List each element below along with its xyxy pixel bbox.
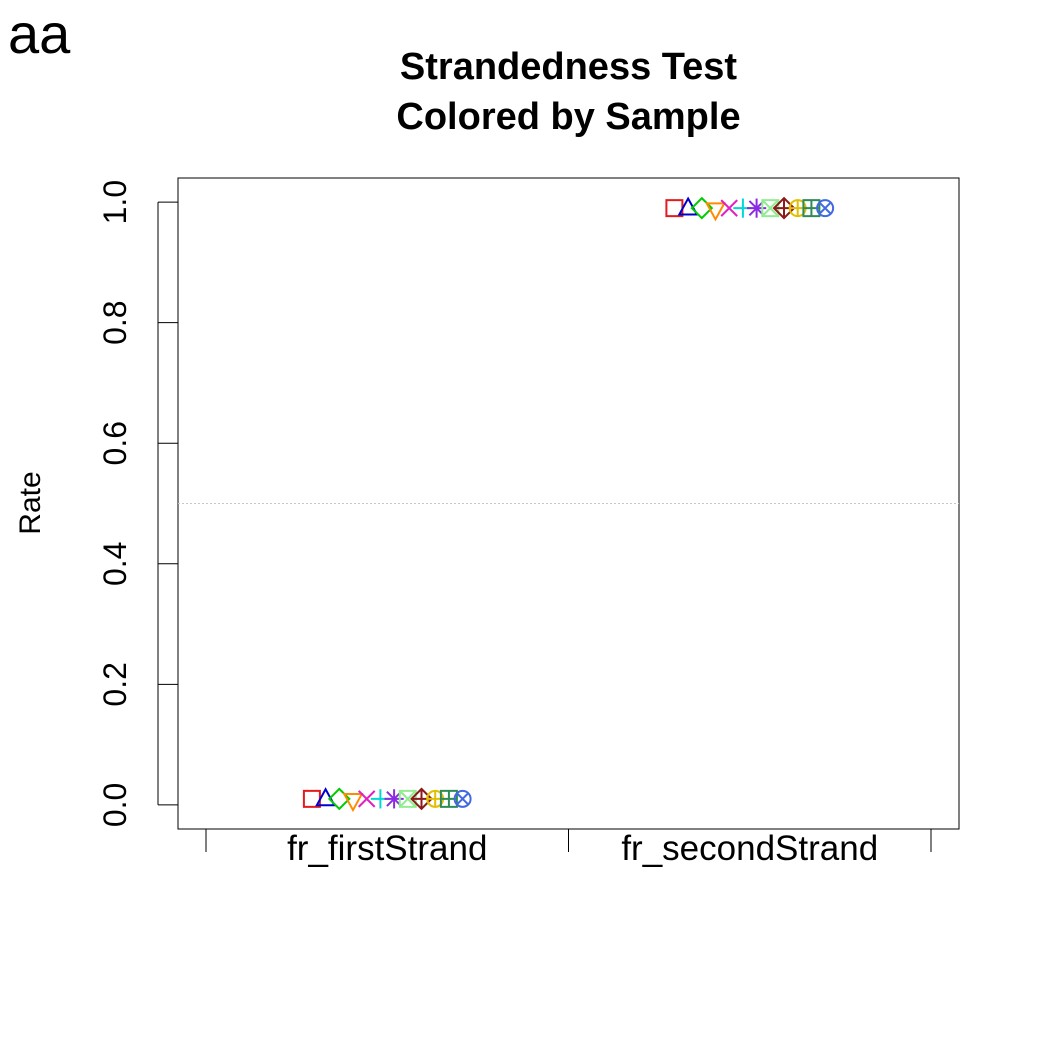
y-tick-label: 0.0 bbox=[97, 783, 133, 827]
y-tick-label: 0.4 bbox=[97, 542, 133, 586]
data-point bbox=[357, 790, 376, 808]
data-point bbox=[720, 199, 738, 217]
data-point bbox=[453, 789, 472, 808]
y-tick-label: 0.6 bbox=[97, 421, 133, 465]
y-tick-label: 1.0 bbox=[97, 180, 133, 224]
y-tick-label: 0.2 bbox=[97, 662, 133, 706]
chart-title: Strandedness Test bbox=[399, 46, 738, 88]
data-point bbox=[705, 202, 726, 222]
x-axis: fr_firstStrand fr_secondStrand bbox=[205, 829, 932, 868]
y-axis-label: Rate bbox=[14, 471, 47, 534]
data-point bbox=[816, 199, 835, 218]
data-points bbox=[302, 196, 835, 813]
chart-title-block: Strandedness Test Colored by Sample bbox=[178, 42, 959, 142]
data-point bbox=[761, 199, 780, 218]
data-point bbox=[342, 793, 364, 813]
x-tick-label: fr_secondStrand bbox=[621, 829, 878, 868]
y-axis: 0.0 0.2 0.4 0.6 0.8 1.0 bbox=[97, 180, 178, 827]
chart-subtitle: Colored by Sample bbox=[396, 96, 741, 138]
panel-label: aa bbox=[8, 2, 71, 65]
y-tick-label: 0.8 bbox=[97, 300, 133, 344]
x-tick-label: fr_firstStrand bbox=[287, 829, 487, 868]
